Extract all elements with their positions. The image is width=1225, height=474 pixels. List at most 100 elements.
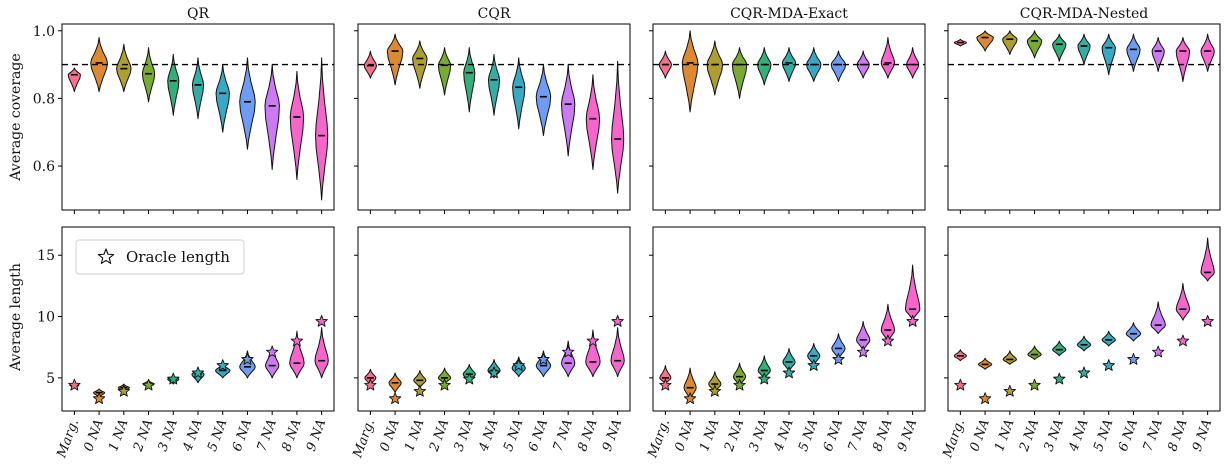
x-tick-label: 8 NA — [870, 417, 895, 453]
x-tick-label: 6 NA — [1116, 417, 1141, 453]
violin-body — [1125, 322, 1142, 342]
oracle-star — [611, 315, 624, 327]
oracle-star — [1053, 372, 1066, 385]
oracle-star — [241, 353, 254, 365]
oracle-star — [832, 353, 845, 365]
oracle-star — [1127, 353, 1140, 365]
violin-body — [880, 37, 896, 79]
violin-body — [1126, 33, 1141, 72]
x-tick-label: 8 NA — [575, 417, 600, 453]
oracle-star — [537, 353, 550, 365]
legend-label: Oracle length — [126, 248, 230, 266]
violin-body — [1052, 340, 1067, 357]
x-tick-label: 9 NA — [1190, 417, 1215, 453]
violin-body — [191, 57, 205, 120]
x-tick-label: 5 NA — [796, 417, 821, 453]
x-tick-label: Marg. — [645, 417, 673, 460]
x-tick-label: 8 NA — [1165, 417, 1190, 453]
chart-panel: Marg. 0 NA 1 NA 2 NA 3 NA 4 NA 5 NA 6 NA 7 NA 8 N… — [645, 226, 926, 461]
oracle-star — [733, 378, 746, 391]
oracle-star — [1028, 378, 1041, 391]
violin-body — [1175, 282, 1191, 321]
violin-body — [1200, 237, 1215, 282]
violin-body — [976, 30, 994, 52]
violin-body — [757, 47, 772, 86]
oracle-star — [438, 378, 451, 391]
violin-body — [1101, 330, 1116, 347]
row-ylabel-coverage: Average coverage — [8, 53, 24, 181]
oracle-star — [315, 315, 328, 327]
oracle-star — [659, 378, 672, 391]
violin-body — [487, 53, 501, 116]
oracle-star — [142, 378, 155, 391]
x-tick-label: 2 NA — [427, 417, 453, 454]
plot-frame — [947, 226, 1221, 412]
violin-body — [830, 50, 847, 82]
x-tick-label: 4 NA — [1066, 417, 1092, 454]
x-tick-label: Marg. — [940, 417, 968, 460]
x-tick-label: 0 NA — [967, 417, 992, 453]
oracle-star — [708, 384, 721, 397]
violin-body — [585, 74, 601, 170]
x-tick-label: 9 NA — [895, 417, 920, 453]
panel-title: CQR-MDA-Exact — [730, 6, 848, 22]
oracle-star — [92, 392, 106, 405]
violin-body — [1151, 37, 1165, 72]
violin-body — [906, 47, 920, 79]
legend-box — [75, 239, 245, 275]
chart-panel: Marg. 0 NA 1 NA 2 NA 3 NA 4 NA 5 NA 6 NA 7 NA 8 N… — [350, 226, 631, 461]
x-tick-label: 1 NA — [402, 417, 427, 453]
violin-body — [1002, 350, 1017, 365]
oracle-star — [758, 372, 771, 385]
chart-panel: CQR-MDA-Exact — [649, 6, 926, 214]
violin-body — [289, 330, 305, 379]
x-tick-label: 5 NA — [205, 417, 230, 453]
chart-panel: CQR-MDA-Nested — [944, 6, 1221, 214]
violin-body — [437, 47, 452, 96]
x-tick-label: 0 NA — [377, 417, 402, 453]
violin-body — [1101, 33, 1116, 76]
oracle-star — [68, 378, 81, 391]
violin-body — [289, 70, 305, 181]
x-tick-label: 6 NA — [526, 417, 551, 453]
x-tick-label: 2 NA — [131, 417, 157, 454]
x-tick-label: 1 NA — [992, 417, 1017, 453]
violin-body — [386, 33, 404, 86]
x-tick-label: 3 NA — [747, 417, 772, 453]
violin-body — [141, 47, 156, 103]
violin-body — [585, 329, 601, 378]
violin-body — [239, 57, 256, 150]
x-tick-label: 4 NA — [771, 417, 797, 454]
oracle-star — [216, 359, 229, 371]
y-tick-label: 15 — [37, 248, 55, 264]
violin-body — [681, 30, 699, 113]
oracle-star — [290, 334, 304, 347]
x-tick-label: 3 NA — [1042, 417, 1067, 453]
violin-body — [611, 60, 625, 194]
x-tick-label: 7 NA — [254, 417, 279, 453]
violin-body — [1002, 30, 1018, 55]
x-tick-label: Marg. — [54, 417, 82, 460]
violin-body — [239, 350, 256, 379]
violin-body — [315, 57, 329, 201]
x-tick-label: Marg. — [350, 417, 378, 460]
violin-body — [1076, 335, 1092, 352]
oracle-star — [954, 378, 967, 391]
x-tick-label: 2 NA — [722, 417, 748, 454]
violin-body — [1175, 37, 1191, 82]
oracle-star — [683, 392, 697, 405]
violin-body — [706, 40, 724, 96]
violin-body — [561, 64, 576, 157]
plot-frame — [357, 226, 631, 412]
oracle-star — [388, 392, 402, 405]
chart-panel: 5 10 15 Marg. 0 NA 1 NA 2 NA 3 NA 4 NA 5 NA 6 NA 7 … — [37, 226, 335, 461]
violin-body — [67, 67, 81, 93]
violin-body — [1026, 30, 1043, 59]
x-tick-label: 6 NA — [230, 417, 255, 453]
x-tick-label: 1 NA — [697, 417, 722, 453]
x-tick-label: 3 NA — [156, 417, 181, 453]
x-tick-label: 6 NA — [821, 417, 846, 453]
oracle-star — [782, 366, 796, 379]
oracle-star — [586, 334, 600, 347]
